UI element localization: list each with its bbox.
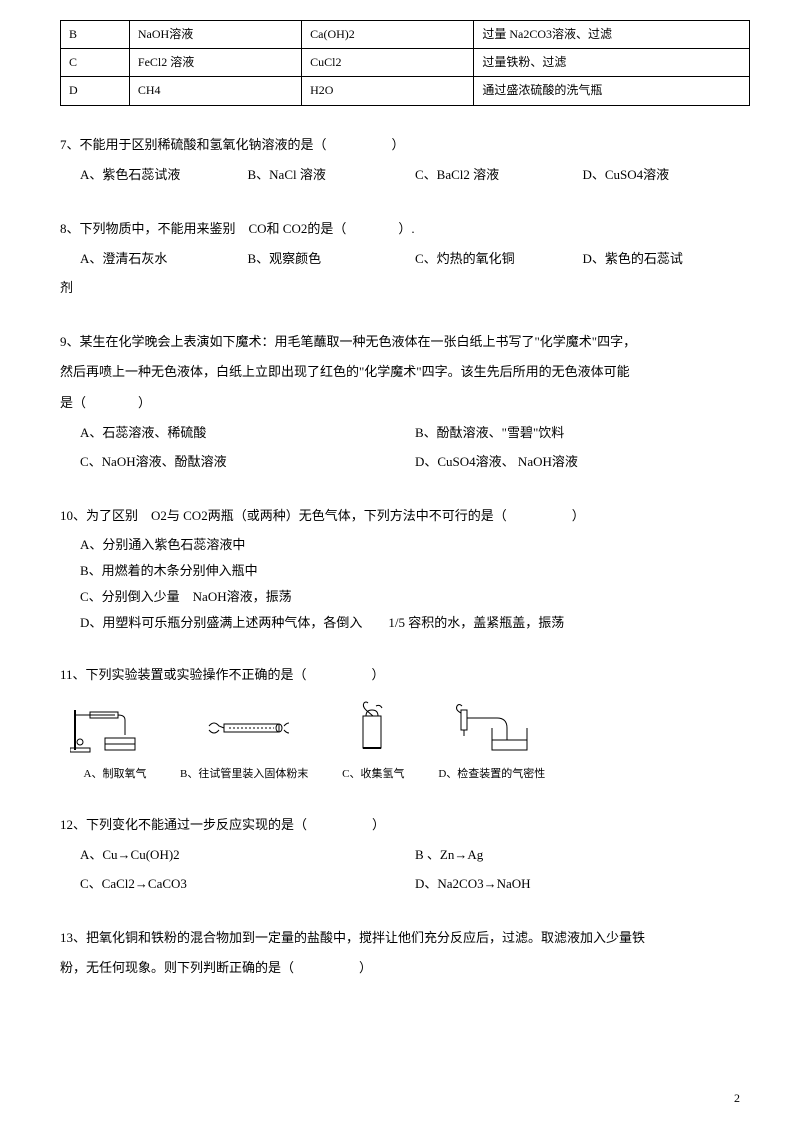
question-text: 11、下列实验装置或实验操作不正确的是（ ） [60, 661, 750, 690]
cell: D [61, 77, 130, 105]
experiment-images: A、制取氧气 B、往试管里装入固体粉末 [60, 698, 750, 786]
cell: 过量 Na2CO3溶液、过滤 [474, 21, 750, 49]
options-row: A、Cu→Cu(OH)2 B 、Zn→Ag [60, 841, 750, 870]
apparatus-c-icon [338, 698, 408, 758]
options-row: A、石蕊溶液、稀硫酸 B、酚酞溶液、"雪碧"饮料 [60, 419, 750, 448]
page-number: 2 [734, 1089, 740, 1108]
question-text: 7、不能用于区别稀硫酸和氢氧化钠溶液的是（ ） [60, 131, 750, 160]
table-row: C FeCl2 溶液 CuCl2 过量铁粉、过滤 [61, 49, 750, 77]
question-12: 12、下列变化不能通过一步反应实现的是（ ） A、Cu→Cu(OH)2 B 、Z… [60, 811, 750, 899]
question-line: 是（ ） [60, 389, 750, 418]
apparatus-a-icon [70, 700, 160, 755]
label-d: D、检查装置的气密性 [438, 762, 545, 786]
option-b: B、用燃着的木条分别伸入瓶中 [80, 558, 750, 584]
question-9: 9、某生在化学晚会上表演如下魔术：用毛笔蘸取一种无色液体在一张白纸上书写了"化学… [60, 328, 750, 477]
cell: 过量铁粉、过滤 [474, 49, 750, 77]
experiment-c: C、收集氢气 [328, 698, 418, 786]
option-c: C、分别倒入少量 NaOH溶液，振荡 [80, 584, 750, 610]
label-b: B、往试管里装入固体粉末 [180, 762, 308, 786]
label-c: C、收集氢气 [342, 762, 404, 786]
question-line: 粉，无任何现象。则下列判断正确的是（ ） [60, 954, 750, 983]
table-row: D CH4 H2O 通过盛浓硫酸的洗气瓶 [61, 77, 750, 105]
question-10: 10、为了区别 O2与 CO2两瓶（或两种）无色气体，下列方法中不可行的是（ ）… [60, 502, 750, 637]
cell: CuCl2 [302, 49, 474, 77]
option-d: D、Na2CO3→NaOH [415, 870, 750, 899]
question-11: 11、下列实验装置或实验操作不正确的是（ ） A、制取氧气 [60, 661, 750, 786]
cell: FeCl2 溶液 [129, 49, 301, 77]
cell: 通过盛浓硫酸的洗气瓶 [474, 77, 750, 105]
cell: H2O [302, 77, 474, 105]
apparatus-d-icon [447, 698, 537, 758]
question-line: 13、把氧化铜和铁粉的混合物加到一定量的盐酸中，搅拌让他们充分反应后，过滤。取滤… [60, 924, 750, 953]
options-row: C、NaOH溶液、酚酞溶液 D、CuSO4溶液、 NaOH溶液 [60, 448, 750, 477]
option-a: A、Cu→Cu(OH)2 [80, 841, 415, 870]
cell: C [61, 49, 130, 77]
option-c: C、BaCl2 溶液 [415, 161, 583, 190]
option-b: B 、Zn→Ag [415, 841, 750, 870]
options: A、分别通入紫色石蕊溶液中 B、用燃着的木条分别伸入瓶中 C、分别倒入少量 Na… [60, 532, 750, 636]
table-row: B NaOH溶液 Ca(OH)2 过量 Na2CO3溶液、过滤 [61, 21, 750, 49]
option-a: A、紫色石蕊试液 [80, 161, 248, 190]
option-suffix: 剂 [60, 274, 750, 303]
question-13: 13、把氧化铜和铁粉的混合物加到一定量的盐酸中，搅拌让他们充分反应后，过滤。取滤… [60, 924, 750, 983]
cell: B [61, 21, 130, 49]
cell: NaOH溶液 [129, 21, 301, 49]
data-table: B NaOH溶液 Ca(OH)2 过量 Na2CO3溶液、过滤 C FeCl2 … [60, 20, 750, 106]
label-a: A、制取氧气 [84, 762, 147, 786]
option-a: A、石蕊溶液、稀硫酸 [80, 419, 415, 448]
question-text: 8、下列物质中，不能用来鉴别 CO和 CO2的是（ ）. [60, 215, 750, 244]
experiment-b: B、往试管里装入固体粉末 [180, 698, 308, 786]
option-a: A、澄清石灰水 [80, 245, 248, 274]
option-a: A、分别通入紫色石蕊溶液中 [80, 532, 750, 558]
options: A、紫色石蕊试液 B、NaCl 溶液 C、BaCl2 溶液 D、CuSO4溶液 [60, 161, 750, 190]
question-text: 12、下列变化不能通过一步反应实现的是（ ） [60, 811, 750, 840]
option-b: B、观察颜色 [248, 245, 416, 274]
experiment-d: D、检查装置的气密性 [438, 698, 545, 786]
options: A、澄清石灰水 B、观察颜色 C、灼热的氧化铜 D、紫色的石蕊试 [60, 245, 750, 274]
option-c: C、NaOH溶液、酚酞溶液 [80, 448, 415, 477]
option-b: B、酚酞溶液、"雪碧"饮料 [415, 419, 750, 448]
option-c: C、灼热的氧化铜 [415, 245, 583, 274]
question-line: 然后再喷上一种无色液体，白纸上立即出现了红色的"化学魔术"四字。该生先后所用的无… [60, 358, 750, 387]
cell: Ca(OH)2 [302, 21, 474, 49]
option-d: D、用塑料可乐瓶分别盛满上述两种气体，各倒入 1/5 容积的水，盖紧瓶盖，振荡 [80, 610, 750, 636]
option-b: B、NaCl 溶液 [248, 161, 416, 190]
question-8: 8、下列物质中，不能用来鉴别 CO和 CO2的是（ ）. A、澄清石灰水 B、观… [60, 215, 750, 303]
question-line: 9、某生在化学晚会上表演如下魔术：用毛笔蘸取一种无色液体在一张白纸上书写了"化学… [60, 328, 750, 357]
options-row: C、CaCl2→CaCO3 D、Na2CO3→NaOH [60, 870, 750, 899]
option-d: D、CuSO4溶液、 NaOH溶液 [415, 448, 750, 477]
question-7: 7、不能用于区别稀硫酸和氢氧化钠溶液的是（ ） A、紫色石蕊试液 B、NaCl … [60, 131, 750, 190]
option-c: C、CaCl2→CaCO3 [80, 870, 415, 899]
apparatus-b-icon [199, 708, 289, 748]
option-d: D、紫色的石蕊试 [583, 245, 751, 274]
question-text: 10、为了区别 O2与 CO2两瓶（或两种）无色气体，下列方法中不可行的是（ ） [60, 502, 750, 531]
cell: CH4 [129, 77, 301, 105]
experiment-a: A、制取氧气 [70, 698, 160, 786]
option-d: D、CuSO4溶液 [583, 161, 751, 190]
